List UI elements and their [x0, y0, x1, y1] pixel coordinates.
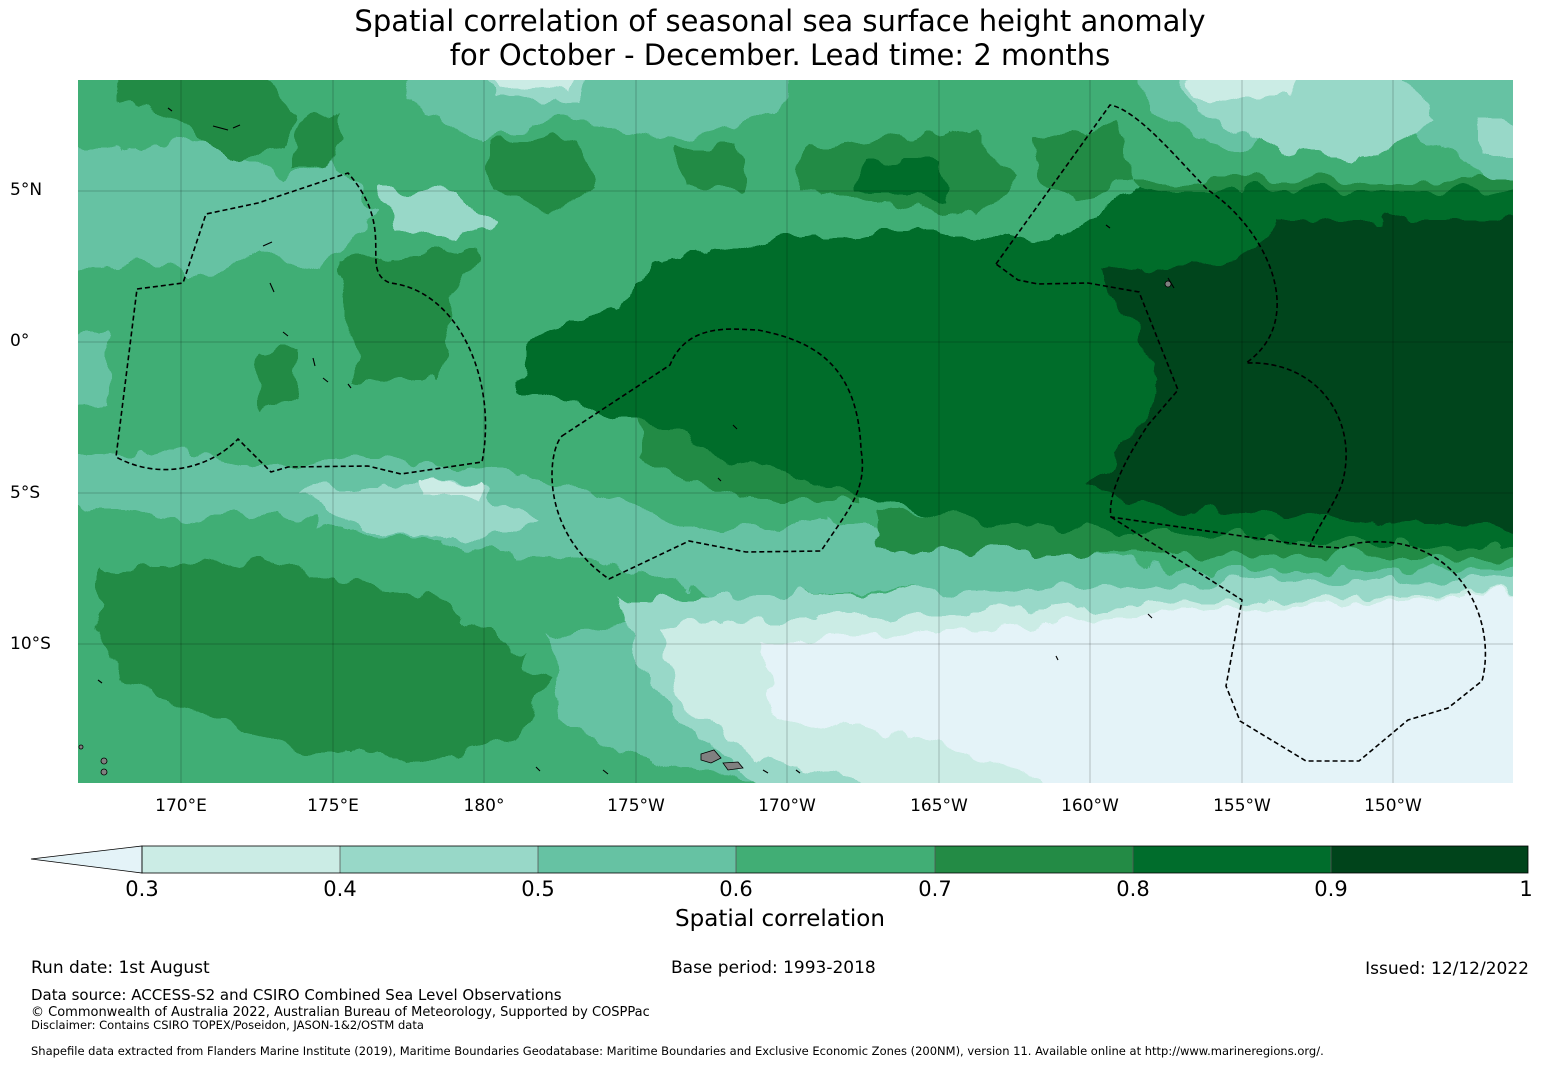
- field-0.7-0.8: [114, 80, 298, 160]
- colorbar-label-0.4: 0.4: [323, 877, 357, 901]
- lat-tick-0: 0°: [10, 331, 30, 351]
- lon-tick-160w: 160°W: [1061, 796, 1119, 816]
- field-0.7-0.8: [678, 150, 738, 190]
- islands: [78, 280, 1172, 776]
- colorbar-segment-0.7-0.8: [935, 846, 1133, 873]
- field-0.7-0.8: [1038, 120, 1138, 200]
- colorbar-segment-0.6-0.7: [736, 846, 935, 873]
- colorbar-label-0.5: 0.5: [521, 877, 555, 901]
- field-0.7-0.8: [478, 650, 528, 680]
- field-0.4-0.5: [1478, 120, 1513, 155]
- colorbar: [30, 845, 1529, 874]
- field-0.7-0.8: [98, 560, 548, 760]
- copyright: © Commonwealth of Australia 2022, Austra…: [31, 1005, 650, 1020]
- field-0.7-0.8: [338, 250, 478, 380]
- colorbar-extend-arrow: [30, 845, 143, 874]
- colorbar-label-0.7: 0.7: [918, 877, 952, 901]
- eez-boundaries: [115, 104, 1487, 762]
- colorbar-label-0.3: 0.3: [125, 877, 159, 901]
- lat-tick-5s: 5°S: [10, 483, 41, 503]
- lon-tick-180: 180°: [463, 796, 505, 816]
- lon-tick-165w: 165°W: [910, 796, 968, 816]
- colorbar-segment-0.5-0.6: [538, 846, 736, 873]
- colorbar-label-0.8: 0.8: [1116, 877, 1150, 901]
- island: [100, 757, 108, 765]
- base-period: Base period: 1993-2018: [671, 958, 876, 978]
- correlation-map: [78, 80, 1513, 783]
- field-0.4-0.5: [378, 190, 498, 240]
- field-0.7-0.8: [488, 140, 598, 210]
- island-samoa-upolu: [722, 761, 744, 771]
- lon-tick-170w: 170°W: [758, 796, 816, 816]
- colorbar-label-1: 1: [1519, 877, 1533, 901]
- run-date: Run date: 1st August: [31, 958, 210, 978]
- colorbar-segment-0.8-0.9: [1133, 846, 1331, 873]
- correlation-field: [78, 80, 1513, 783]
- map-title-line-1: Spatial correlation of seasonal sea surf…: [354, 4, 1206, 38]
- field-0.3-0.4: [1191, 80, 1298, 100]
- field-below-0.3: [758, 592, 1513, 783]
- island: [78, 744, 84, 750]
- field-0.3-0.4: [418, 480, 478, 500]
- colorbar-segment-0.3-0.4: [142, 846, 340, 873]
- field-0.7-0.8: [298, 110, 338, 170]
- lon-tick-155w: 155°W: [1213, 796, 1271, 816]
- atolls: [97, 107, 1175, 775]
- colorbar-title: Spatial correlation: [675, 906, 885, 932]
- field-0.9-1: [1088, 220, 1513, 528]
- lon-tick-175e: 175°E: [307, 796, 359, 816]
- shapefile-credit: Shapefile data extracted from Flanders M…: [31, 1044, 1324, 1058]
- eez-boundary-french-polynesia: [1110, 516, 1487, 762]
- eez-boundary-tuvalu: [115, 172, 487, 475]
- map-grid: [78, 80, 1513, 783]
- issued-date: Issued: 12/12/2022: [1365, 959, 1529, 979]
- field-0.7-0.8: [258, 350, 298, 410]
- data-source: Data source: ACCESS-S2 and CSIRO Combine…: [31, 986, 562, 1004]
- map-title-line-2: for October - December. Lead time: 2 mon…: [449, 38, 1111, 72]
- disclaimer: Disclaimer: Contains CSIRO TOPEX/Poseido…: [31, 1018, 424, 1032]
- colorbar-segment-0.9-1: [1331, 846, 1528, 873]
- lon-tick-175w: 175°W: [607, 796, 665, 816]
- eez-boundary-tokelau: [551, 328, 864, 580]
- lon-tick-170e: 170°E: [155, 796, 207, 816]
- lon-tick-150w: 150°W: [1364, 796, 1422, 816]
- colorbar-label-0.6: 0.6: [719, 877, 753, 901]
- colorbar-label-0.9: 0.9: [1314, 877, 1348, 901]
- eez-boundary-kiribati-line: [994, 104, 1347, 547]
- island: [100, 768, 108, 776]
- field-0.3-0.4: [496, 80, 570, 90]
- lat-tick-5n: 5°N: [10, 180, 43, 200]
- field-0.5-0.6: [78, 330, 108, 405]
- field-0.8-0.9: [858, 160, 948, 200]
- colorbar-segment-0.4-0.5: [340, 846, 538, 873]
- field-0.5-0.6: [78, 140, 378, 280]
- island-samoa-savaii: [700, 749, 722, 764]
- lat-tick-10s: 10°S: [10, 634, 51, 654]
